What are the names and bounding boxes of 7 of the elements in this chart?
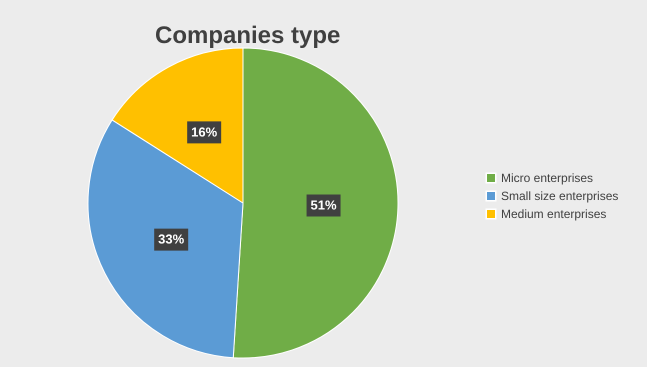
data-label: 33% xyxy=(158,232,185,247)
legend-label: Small size enterprises xyxy=(501,189,618,203)
data-label: 51% xyxy=(310,198,338,213)
legend-label: Micro enterprises xyxy=(501,171,594,185)
legend-label: Medium enterprises xyxy=(501,207,606,221)
data-label: 16% xyxy=(191,124,218,140)
chart-title: Companies type xyxy=(155,22,340,49)
